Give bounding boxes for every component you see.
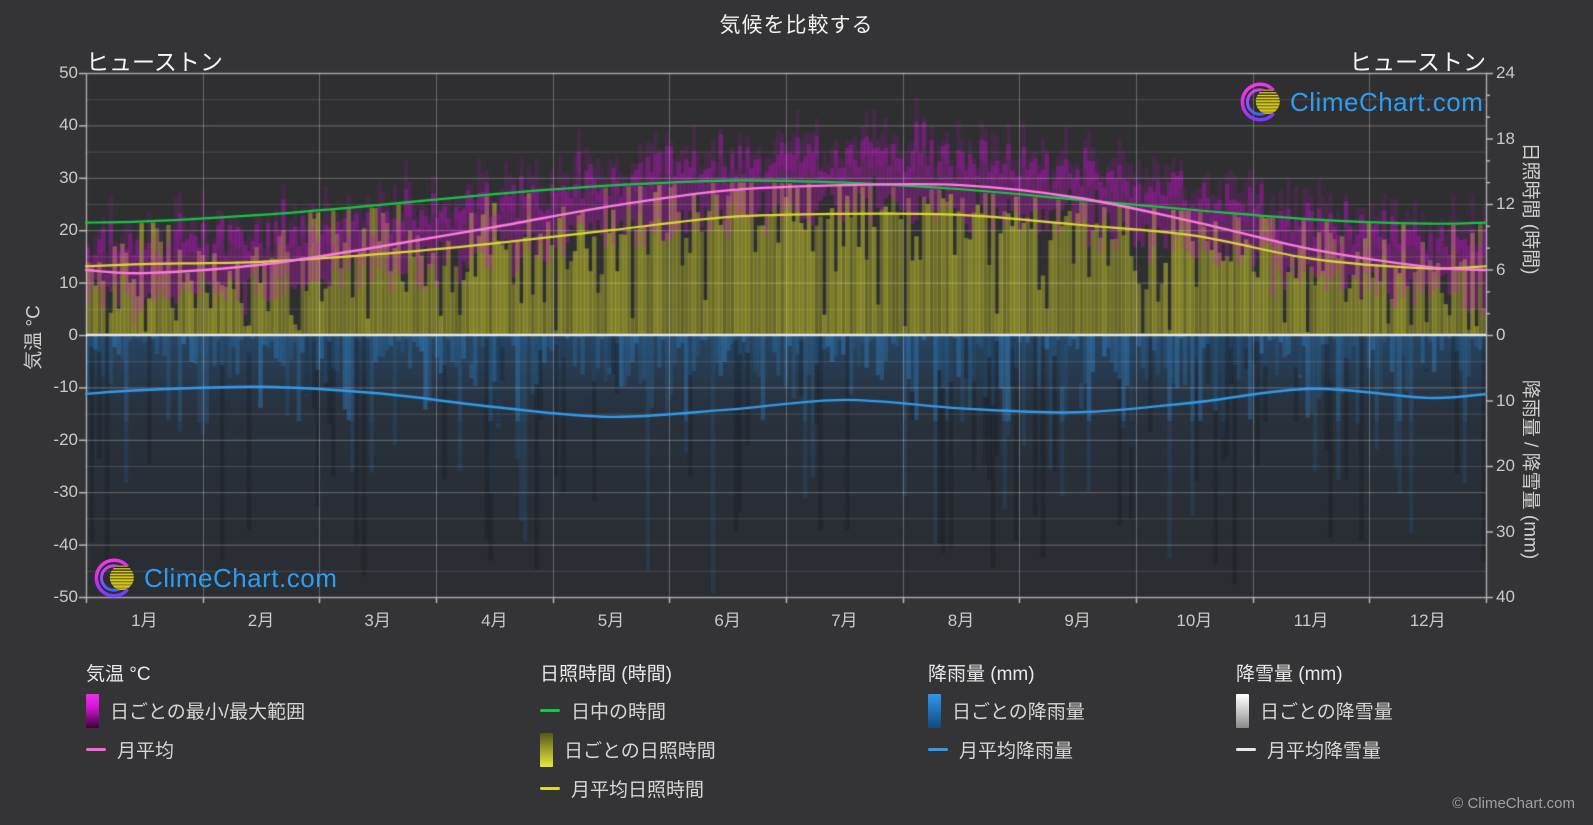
copyright-notice: © ClimeChart.com [1452,795,1575,812]
legend-item-label: 月平均降雨量 [959,741,1074,762]
month-label: 12月 [1409,611,1446,630]
legend-item-label: 日ごとの降雨量 [952,702,1085,723]
sunshine-tick-label: 24 [1496,63,1515,82]
month-label: 8月 [947,611,975,630]
sun-stripes-icon [1255,88,1280,115]
sunshine-tick-label: 0 [1496,325,1506,344]
legend-swatch-sun-range [540,732,553,767]
legend-item: 日ごとの最小/最大範囲 [86,691,305,730]
month-label: 10月 [1176,611,1213,630]
temp-tick-label: 30 [59,167,78,187]
sunshine-tick-label: 12 [1496,194,1515,213]
legend-item-label: 月平均日照時間 [571,780,705,801]
month-label: 4月 [481,611,508,630]
legend-group: 降雨量 (mm) 日ごとの降雨量 月平均降雨量 [928,662,1085,769]
location-title-right: ヒューストン [1349,49,1486,75]
legend-item-label: 日ごとの降雪量 [1260,702,1393,723]
legend-item: 日ごとの降雨量 [928,691,1085,730]
climechart-logo-icon [94,558,134,598]
temp-tick-label: -40 [53,534,78,554]
precip-tick-label: 10 [1496,390,1515,410]
sunshine-tick-label: 18 [1496,128,1515,148]
temp-tick-label: 20 [59,220,78,240]
month-label: 6月 [714,611,741,630]
sun-stripes-icon [109,564,134,591]
month-label: 11月 [1293,611,1329,630]
precip-tick-label: 30 [1496,521,1515,541]
month-label: 9月 [1064,611,1091,630]
legend-item: 月平均日照時間 [540,769,716,808]
legend-item: 日ごとの降雪量 [1236,691,1393,730]
precip-tick-label: 20 [1496,456,1515,475]
month-label: 3月 [364,611,391,630]
temp-tick-label: -20 [53,429,78,449]
legend-swatch-snow-range [1236,693,1249,728]
legend-group-title: 降雪量 (mm) [1236,664,1343,685]
legend-swatch-temp-range [86,693,99,728]
month-label: 5月 [597,611,625,630]
legend-group: 降雪量 (mm) 日ごとの降雪量 月平均降雪量 [1236,662,1393,769]
legend-item: 月平均降雨量 [928,730,1085,769]
legend-swatch-rain-range [928,693,941,728]
legend-item-label: 月平均降雪量 [1267,741,1382,762]
legend-group-title: 気温 °C [86,664,151,685]
temp-tick-label: 40 [59,115,78,135]
month-label: 2月 [247,611,275,630]
sunshine-tick-label: 6 [1496,259,1506,279]
legend-item-label: 日ごとの日照時間 [564,741,716,762]
legend-swatch-daylight-line [540,709,560,712]
climechart-logo-bottom[interactable]: ClimeChart.com [92,555,337,601]
temp-tick-label: -30 [53,482,78,502]
precip-tick-label: 40 [1496,587,1515,606]
month-label: 7月 [831,611,858,630]
legend-item: 日ごとの日照時間 [540,730,716,769]
legend-group-title: 日照時間 (時間) [540,664,672,685]
legend-swatch-sun-mean-line [540,787,560,790]
legend-group: 日照時間 (時間) 日中の時間日ごとの日照時間 月平均日照時間 [540,662,716,808]
page-title: 気候を比較する [719,14,874,37]
legend-item: 月平均降雪量 [1236,730,1393,769]
temp-tick-label: 50 [59,63,78,82]
climechart-logo-text: ClimeChart.com [144,562,338,593]
chart-legend: 気温 °C 日ごとの最小/最大範囲月平均 日照時間 (時間) 日中の時間日ごとの日照時… [0,662,1593,822]
legend-item-label: 日中の時間 [571,702,667,723]
month-label: 1月 [131,611,158,630]
temp-tick-label: 0 [68,325,78,344]
legend-group: 気温 °C 日ごとの最小/最大範囲月平均 [86,662,305,769]
location-title-left: ヒューストン [86,49,223,75]
climechart-logo-top[interactable]: ClimeChart.com [1238,79,1483,125]
legend-group-title: 降雨量 (mm) [928,664,1035,685]
temp-tick-label: -50 [53,587,78,606]
climechart-logo-icon [1240,82,1280,122]
temp-tick-label: 10 [59,272,78,292]
legend-swatch-temp-mean-line [86,748,106,751]
legend-swatch-snow-mean-line [1236,748,1256,751]
climechart-logo-text: ClimeChart.com [1290,86,1484,117]
legend-item: 日中の時間 [540,691,716,730]
legend-item-label: 月平均 [117,741,175,762]
temp-tick-label: -10 [53,377,78,397]
legend-item: 月平均 [86,730,305,769]
legend-item-label: 日ごとの最小/最大範囲 [110,702,306,723]
legend-swatch-rain-mean-line [928,748,948,751]
